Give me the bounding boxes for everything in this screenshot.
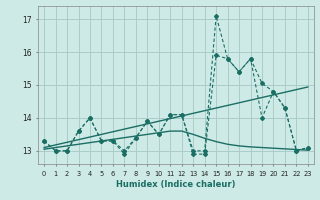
X-axis label: Humidex (Indice chaleur): Humidex (Indice chaleur) xyxy=(116,180,236,189)
